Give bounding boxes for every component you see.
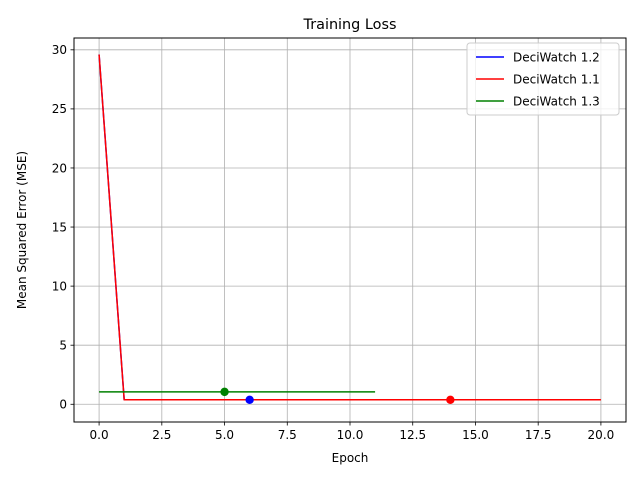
x-tick-label: 0.0: [90, 428, 109, 442]
x-tick-label: 15.0: [462, 428, 489, 442]
x-tick-label: 10.0: [337, 428, 364, 442]
y-tick-label: 20: [52, 161, 67, 175]
y-tick-label: 30: [52, 43, 67, 57]
x-tick-label: 12.5: [399, 428, 426, 442]
chart-title: Training Loss: [303, 17, 397, 33]
legend-label-2: DeciWatch 1.1: [513, 72, 600, 86]
y-axis-title: Mean Squared Error (MSE): [15, 151, 29, 309]
y-tick-label: 10: [52, 279, 67, 293]
legend-label-1: DeciWatch 1.2: [513, 50, 600, 64]
y-tick-label: 15: [52, 220, 67, 234]
x-tick-label: 7.5: [278, 428, 297, 442]
tick-layer: 0.0 2.5 5.0 7.5 10.0 12.5 15.0 17.5 20.0 0 5 10 15 20…: [52, 43, 615, 442]
y-tick-label: 25: [52, 102, 67, 116]
marker-layer: [220, 387, 455, 404]
x-tick-label: 2.5: [152, 428, 171, 442]
y-tick-label: 5: [59, 339, 67, 353]
legend-label-3: DeciWatch 1.3: [513, 94, 600, 108]
legend-box: [466, 42, 620, 116]
series-marker-2: [446, 395, 455, 404]
series-marker-3: [220, 387, 229, 397]
legend: DeciWatch 1.2 DeciWatch 1.1 DeciWatch 1.3: [466, 42, 620, 116]
x-tick-label: 20.0: [588, 428, 615, 442]
series-line-2: [98, 54, 601, 401]
x-tick-label: 17.5: [525, 428, 552, 442]
series-marker-1: [245, 395, 254, 404]
x-axis-title: Epoch: [332, 451, 369, 465]
x-tick-label: 5.0: [215, 428, 234, 442]
y-tick-label: 0: [59, 398, 67, 412]
